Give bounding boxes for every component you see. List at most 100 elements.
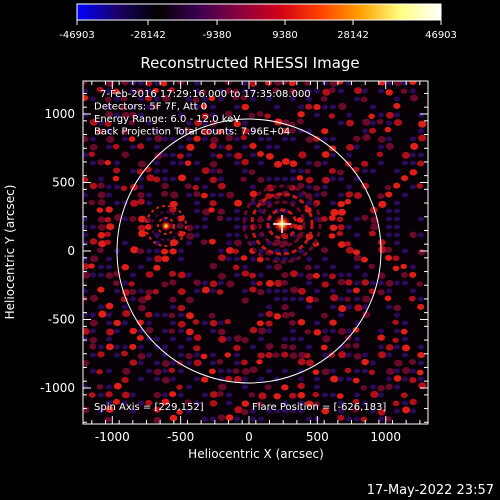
pattern-blob [368,369,376,375]
pattern-blob [83,312,88,318]
pattern-blob [114,214,123,221]
pattern-blob [154,336,160,342]
pattern-blob [344,367,352,374]
pattern-blob [106,256,112,262]
pattern-blob [218,368,224,374]
pattern-blob [289,344,297,351]
pattern-blob [130,246,139,254]
pattern-blob [385,111,394,119]
pattern-blob [192,97,200,103]
pattern-blob [161,255,170,263]
pattern-blob [352,287,360,294]
pattern-blob [104,239,111,245]
pattern-blob [330,136,336,142]
pattern-blob [354,416,360,422]
pattern-blob [83,216,88,222]
pattern-blob [169,391,177,398]
pattern-blob [298,351,307,359]
pattern-blob [378,144,384,150]
pattern-blob [322,335,331,343]
pattern-blob [362,88,368,94]
pattern-blob [105,302,114,310]
pattern-blob [249,366,258,374]
pattern-blob [337,200,345,208]
pattern-blob [194,400,200,406]
pattern-blob [234,208,240,214]
pattern-blob [98,304,104,310]
pattern-blob [281,158,290,165]
pattern-blob [152,87,159,94]
pattern-blob [136,88,144,94]
pattern-blob [386,224,392,230]
pattern-blob [202,136,208,142]
pattern-blob [138,81,144,86]
pattern-blob [418,216,424,222]
pattern-blob [178,328,184,334]
y-tick-label: 500 [52,176,75,190]
pattern-blob [194,104,200,110]
pattern-blob [361,358,369,366]
pattern-blob [130,88,136,94]
pattern-blob [83,88,88,94]
pattern-blob [402,320,408,326]
pattern-blob [170,160,176,166]
pattern-blob [370,408,376,414]
pattern-blob [83,288,88,294]
pattern-blob [304,168,311,174]
pattern-blob [90,272,96,278]
pattern-blob [186,240,192,246]
pattern-blob [418,296,424,302]
pattern-blob [210,192,216,198]
pattern-blob [369,206,378,214]
pattern-blob [352,166,360,173]
pattern-blob [242,144,248,150]
pattern-blob [258,416,264,422]
pattern-blob [232,88,240,95]
pattern-blob [122,309,131,318]
pattern-blob [377,351,387,359]
pattern-blob [112,88,120,95]
pattern-blob [169,414,178,422]
pattern-blob [274,144,280,150]
pattern-blob [98,272,104,278]
pattern-blob [330,152,336,158]
pattern-blob [368,230,376,237]
pattern-blob [394,112,400,118]
pattern-blob [345,143,355,151]
pattern-blob [250,280,256,286]
pattern-blob [354,336,360,342]
pattern-blob [152,288,159,295]
pattern-blob [249,286,257,293]
pattern-blob [98,264,104,270]
pattern-blob [362,368,368,374]
pattern-blob [241,127,250,135]
pattern-blob [304,81,311,86]
pattern-blob [282,176,288,182]
pattern-blob [88,151,96,157]
pattern-blob [177,304,186,312]
pattern-blob [146,336,152,342]
pattern-blob [154,168,160,174]
pattern-blob [240,255,248,261]
colorbar-tick-label: -9380 [202,30,231,41]
pattern-blob [185,353,193,360]
image-area [83,81,428,424]
pattern-blob [256,151,264,157]
pattern-blob [185,328,194,336]
pattern-blob [218,176,224,182]
pattern-blob [250,416,256,422]
pattern-blob [344,198,352,205]
pattern-blob [138,296,147,304]
pattern-blob [98,176,104,182]
pattern-blob [322,392,328,398]
pattern-blob [226,240,232,246]
pattern-blob [394,96,400,102]
pattern-blob [226,128,232,134]
pattern-blob [248,112,256,119]
timestamp: 17-May-2022 23:57 [367,483,494,498]
pattern-blob [154,128,160,134]
pattern-blob [178,248,184,254]
pattern-blob [289,88,297,95]
pattern-blob [168,328,176,334]
pattern-blob [345,191,354,198]
